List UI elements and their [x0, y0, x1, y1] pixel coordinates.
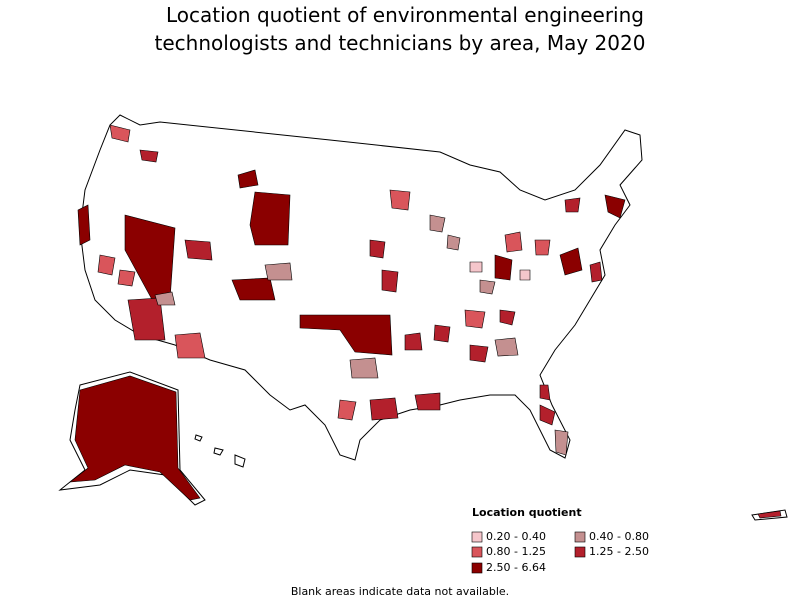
region — [414, 392, 441, 411]
contiguous-us — [79, 114, 643, 461]
region — [174, 332, 206, 359]
region — [97, 254, 116, 276]
legend-label: 2.50 - 6.64 — [486, 561, 546, 574]
region — [564, 197, 581, 213]
title-line: technologists and technicians by area, M… — [155, 31, 646, 55]
region — [446, 234, 461, 251]
region — [757, 510, 782, 519]
region — [499, 309, 516, 326]
legend: Location quotient 0.20 - 0.40 0.40 - 0.80… — [471, 506, 649, 574]
region — [559, 247, 583, 276]
region — [381, 269, 399, 293]
region — [389, 189, 411, 211]
region — [127, 297, 166, 341]
region — [249, 191, 291, 246]
region — [117, 269, 136, 287]
region — [554, 429, 569, 456]
region — [77, 204, 91, 246]
region — [231, 277, 276, 301]
footnote: Blank areas indicate data not available. — [291, 585, 509, 598]
legend-label: 1.25 - 2.50 — [589, 545, 649, 558]
legend-title: Location quotient — [472, 506, 582, 519]
region — [237, 169, 259, 189]
region — [469, 261, 483, 273]
legend-label: 0.20 - 0.40 — [486, 530, 546, 543]
region — [589, 261, 603, 283]
region — [184, 239, 213, 261]
legend-label: 0.40 - 0.80 — [589, 530, 649, 543]
hawaii — [194, 434, 246, 468]
region — [464, 309, 486, 329]
legend-label: 0.80 - 1.25 — [486, 545, 546, 558]
region-fills — [69, 124, 782, 519]
region — [369, 397, 399, 421]
region — [494, 254, 513, 281]
region — [519, 269, 531, 281]
region — [337, 399, 357, 421]
region — [109, 124, 131, 143]
region — [494, 337, 519, 357]
region — [349, 357, 379, 379]
region — [264, 262, 293, 281]
region — [504, 231, 523, 253]
region — [479, 279, 496, 295]
region — [534, 239, 551, 256]
legend-swatch — [471, 546, 483, 558]
region — [299, 314, 393, 356]
region — [69, 375, 201, 501]
region — [429, 214, 446, 233]
region — [469, 344, 489, 363]
region — [539, 404, 556, 426]
title-line: Location quotient of environmental engin… — [166, 3, 644, 27]
region — [539, 384, 551, 401]
legend-swatch — [471, 531, 483, 543]
region — [604, 194, 626, 219]
region — [139, 149, 159, 163]
region — [369, 239, 386, 259]
legend-swatch — [471, 562, 483, 574]
legend-swatch — [574, 546, 586, 558]
legend-swatch — [574, 531, 586, 543]
region — [154, 291, 176, 306]
region — [433, 324, 451, 343]
region — [404, 332, 423, 351]
